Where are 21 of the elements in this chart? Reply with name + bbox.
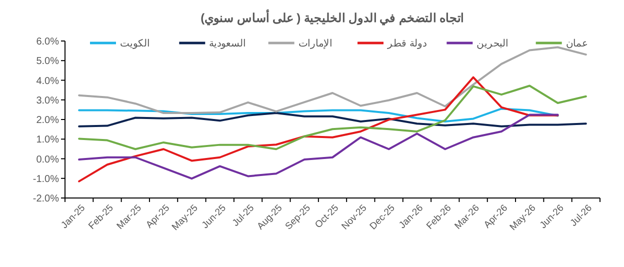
line-series (78, 112, 587, 128)
y-tick-label: 4.0% (36, 76, 60, 87)
legend-label: البحرين (476, 38, 509, 50)
legend-label: عمان (566, 38, 588, 50)
y-tick-label: -1.0% (32, 174, 60, 185)
line-series (78, 114, 559, 180)
line-series (78, 108, 559, 122)
y-tick-label: -2.0% (32, 194, 60, 204)
line-series (78, 84, 587, 150)
legend-label: دولة قطر (386, 38, 426, 50)
legend-label: الإمارات (298, 38, 332, 50)
y-tick-label: 0.0% (36, 154, 60, 166)
y-tick-label: 2.0% (36, 115, 60, 126)
y-tick-label: 1.0% (36, 134, 60, 146)
legend-label: السعودية (209, 38, 246, 50)
line-series (78, 76, 559, 182)
y-tick-label: 6.0% (36, 36, 60, 48)
chart-title: اتجاه التضخم في الدول الخليجية ( على أساس سنوي) (200, 10, 464, 26)
legend-label: الكويت (120, 38, 150, 50)
y-tick-label: 3.0% (36, 95, 60, 106)
y-tick-label: 5.0% (36, 56, 60, 68)
